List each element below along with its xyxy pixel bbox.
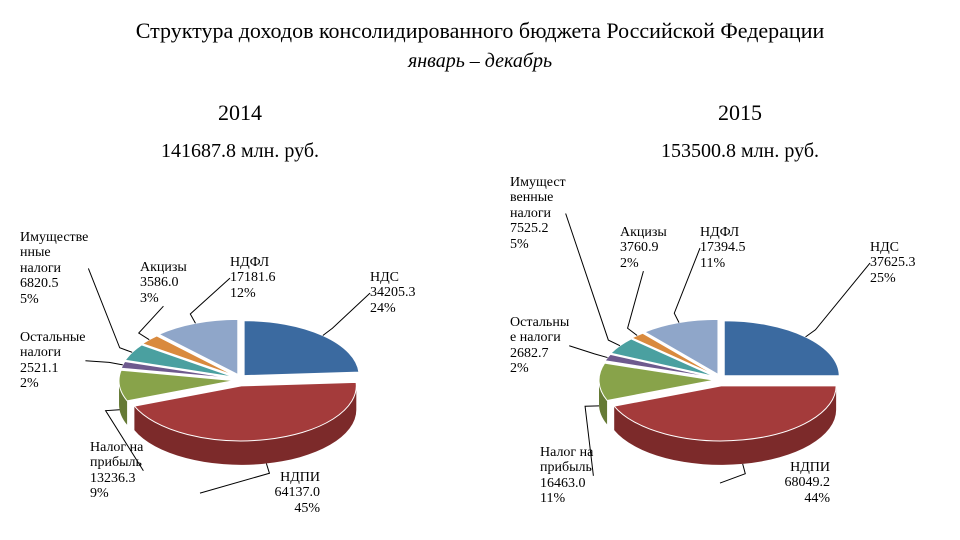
label-layer: НДС 34205.3 24% НДПИ 64137.0 45% Налог на … [0,0,960,540]
slice-label: НДС 37625.3 25% [870,240,916,286]
slice-label: Акцизы 3760.9 2% [620,225,667,271]
slice-label: Остальны е налоги 2682.7 2% [510,315,569,377]
slice-label: НДФЛ 17181.6 12% [230,255,276,301]
slice-label: Имуществе нные налоги 6820.5 5% [20,230,88,307]
slice-label: НДПИ 64137.0 45% [200,470,320,516]
slice-label: Акцизы 3586.0 3% [140,260,187,306]
slice-label: Налог на прибыль 13236.3 9% [90,440,143,502]
slice-label: Остальные налоги 2521.1 2% [20,330,85,392]
slice-label: Имущест венные налоги 7525.2 5% [510,175,566,252]
slice-label: Налог на прибыль 16463.0 11% [540,445,593,507]
slice-label: НДФЛ 17394.5 11% [700,225,746,271]
slice-label: НДПИ 68049.2 44% [720,460,830,506]
slice-label: НДС 34205.3 24% [370,270,416,316]
